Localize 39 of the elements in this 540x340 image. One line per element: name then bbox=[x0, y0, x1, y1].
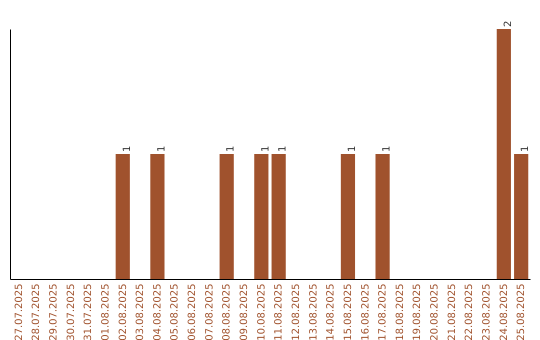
x-tick-label: 09.08.2025 bbox=[239, 284, 250, 340]
x-tick-label: 31.07.2025 bbox=[83, 284, 94, 340]
x-tick-label: 29.07.2025 bbox=[48, 284, 60, 340]
x-tick-label: 22.08.2025 bbox=[464, 284, 476, 340]
x-tick-label: 03.08.2025 bbox=[135, 284, 146, 340]
x-tick-label: 18.08.2025 bbox=[394, 284, 406, 340]
x-tick-label: 17.08.2025 bbox=[378, 284, 389, 340]
data-label: 1 bbox=[156, 146, 168, 152]
data-label: 1 bbox=[122, 146, 133, 152]
x-tick-label: 21.08.2025 bbox=[446, 284, 458, 340]
x-tick-label: 05.08.2025 bbox=[170, 284, 181, 340]
x-tick-label: 06.08.2025 bbox=[187, 284, 198, 340]
data-label: 1 bbox=[278, 146, 289, 152]
x-tick-label: 28.07.2025 bbox=[31, 284, 42, 340]
x-tick-label: 25.08.2025 bbox=[516, 284, 528, 340]
x-tick-label: 16.08.2025 bbox=[360, 284, 372, 340]
x-tick-label: 27.07.2025 bbox=[14, 284, 25, 340]
x-tick-label: 04.08.2025 bbox=[152, 284, 164, 340]
x-tick-label: 01.08.2025 bbox=[100, 284, 112, 340]
x-tick-label: 10.08.2025 bbox=[256, 284, 268, 340]
data-label: 1 bbox=[226, 146, 237, 152]
x-tick-label: 24.08.2025 bbox=[498, 284, 510, 340]
x-tick-label: 07.08.2025 bbox=[204, 284, 216, 340]
x-tick-label: 12.08.2025 bbox=[290, 284, 302, 340]
data-label: 1 bbox=[382, 146, 393, 152]
x-tick-label: 02.08.2025 bbox=[118, 284, 129, 340]
x-tick-label: 08.08.2025 bbox=[222, 284, 233, 340]
x-tick-label: 13.08.2025 bbox=[308, 284, 320, 340]
data-label: 1 bbox=[260, 146, 272, 152]
data-label: 1 bbox=[346, 146, 358, 152]
x-tick-label: 30.07.2025 bbox=[66, 284, 77, 340]
data-label: 1 bbox=[520, 146, 532, 152]
x-tick-label: 20.08.2025 bbox=[430, 284, 441, 340]
x-tick-label: 15.08.2025 bbox=[342, 284, 354, 340]
data-label: 2 bbox=[502, 20, 514, 27]
x-tick-label: 14.08.2025 bbox=[326, 284, 337, 340]
x-tick-label: 19.08.2025 bbox=[412, 284, 424, 340]
x-tick-label: 11.08.2025 bbox=[274, 284, 285, 340]
x-tick-label: 23.08.2025 bbox=[482, 284, 493, 340]
